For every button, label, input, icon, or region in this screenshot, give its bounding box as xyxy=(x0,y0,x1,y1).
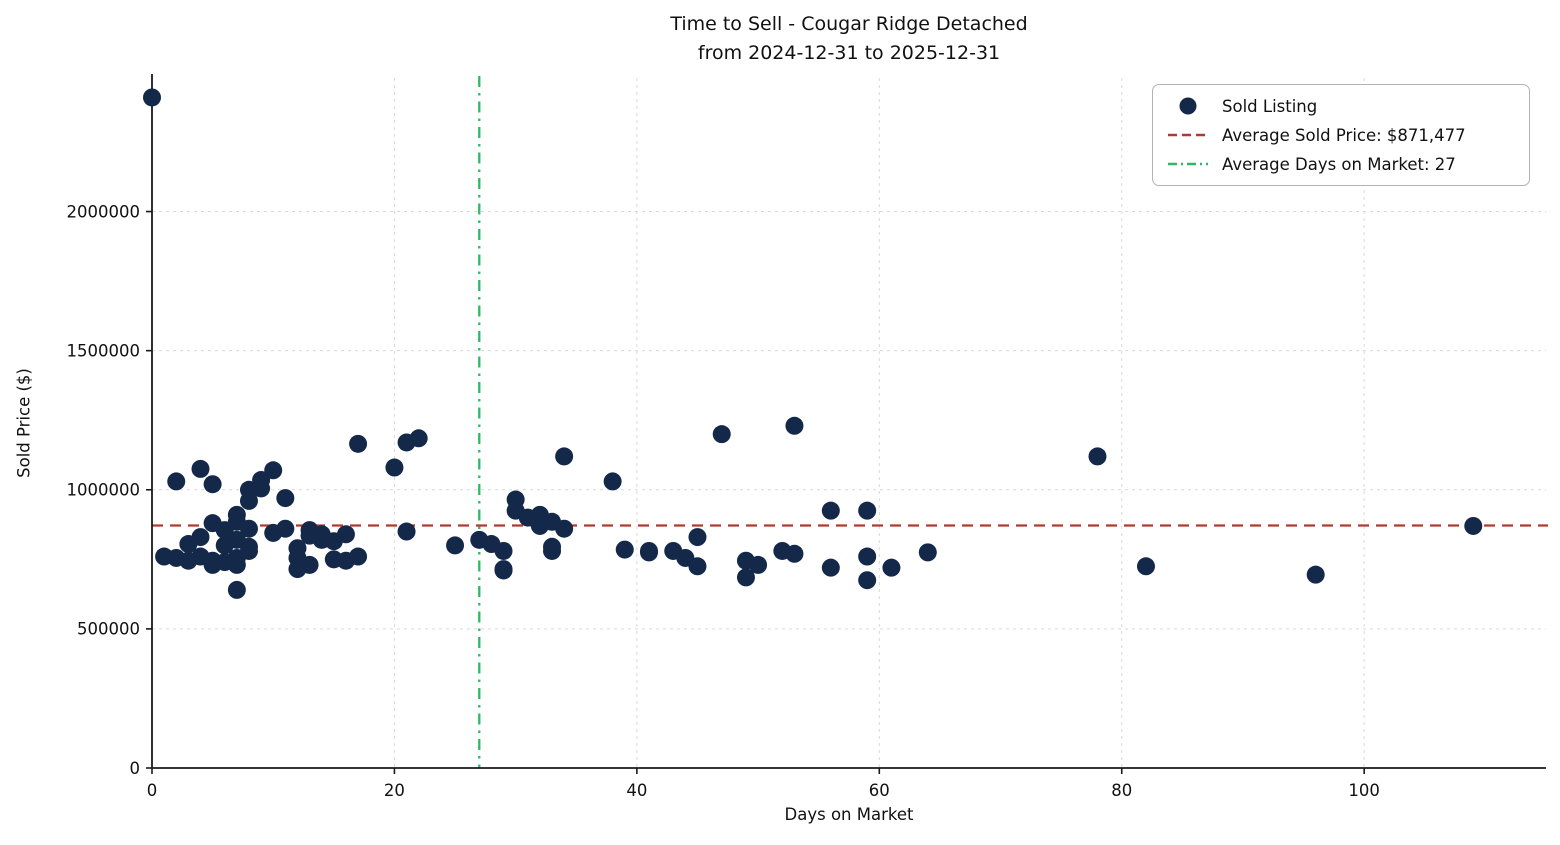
scatter-point xyxy=(785,416,804,435)
x-axis-label: Days on Market xyxy=(784,805,914,824)
scatter-point xyxy=(555,519,574,538)
legend-label: Sold Listing xyxy=(1222,96,1318,116)
scatter-point xyxy=(191,528,210,547)
x-tick-label: 80 xyxy=(1111,781,1132,800)
scatter-point xyxy=(821,501,840,520)
scatter-point xyxy=(385,458,404,477)
x-tick-label: 60 xyxy=(869,781,890,800)
scatter-point xyxy=(276,489,295,508)
y-tick-label: 2000000 xyxy=(67,202,141,221)
scatter-point xyxy=(397,522,416,541)
scatter-point xyxy=(1464,516,1483,535)
scatter-point xyxy=(336,525,355,544)
scatter-point xyxy=(1136,557,1155,576)
scatter-point xyxy=(603,472,622,491)
y-tick-label: 1000000 xyxy=(67,481,141,500)
scatter-point xyxy=(882,558,901,577)
x-tick-label: 0 xyxy=(147,781,158,800)
avg-days-dashdot-line-icon xyxy=(1167,154,1209,174)
avg-price-dashed-line-icon xyxy=(1167,125,1209,145)
scatter-point xyxy=(494,561,513,580)
legend-label: Average Sold Price: $871,477 xyxy=(1222,125,1466,145)
legend-item-sold-listing: Sold Listing xyxy=(1167,96,1515,116)
y-tick-label: 0 xyxy=(130,759,141,778)
scatter-point xyxy=(639,543,658,562)
scatter-point xyxy=(264,461,283,480)
scatter-point xyxy=(821,558,840,577)
scatter-point xyxy=(446,536,465,555)
legend-item-avg-price: Average Sold Price: $871,477 xyxy=(1167,125,1515,145)
scatter-point xyxy=(203,475,222,494)
scatter-point xyxy=(1306,565,1325,584)
scatter-point xyxy=(736,568,755,587)
scatter-point xyxy=(191,459,210,478)
scatter-point xyxy=(167,472,186,491)
legend-item-avg-days: Average Days on Market: 27 xyxy=(1167,154,1515,174)
scatter-point xyxy=(858,571,877,590)
scatter-point xyxy=(143,88,161,107)
x-tick-label: 40 xyxy=(626,781,647,800)
x-tick-label: 20 xyxy=(384,781,405,800)
chart-title-block: Time to Sell - Cougar Ridge Detached fro… xyxy=(152,10,1546,68)
scatter-point xyxy=(555,447,574,466)
sold-listing-dot-icon xyxy=(1167,96,1209,116)
scatter-point xyxy=(227,580,246,599)
scatter-point xyxy=(349,547,368,566)
chart-title: Time to Sell - Cougar Ridge Detached xyxy=(670,13,1028,35)
scatter-point xyxy=(349,434,368,453)
scatter-point xyxy=(543,541,562,560)
scatter-point xyxy=(688,528,707,547)
y-axis-label: Sold Price ($) xyxy=(14,368,34,478)
scatter-point xyxy=(1088,447,1107,466)
scatter-point xyxy=(858,547,877,566)
scatter-point xyxy=(252,479,271,498)
scatter-point xyxy=(749,555,768,574)
x-tick-label: 100 xyxy=(1348,781,1380,800)
scatter-point xyxy=(409,429,428,448)
legend: Sold Listing Average Sold Price: $871,47… xyxy=(1152,84,1530,186)
scatter-point xyxy=(615,540,634,559)
chart-subtitle: from 2024-12-31 to 2025-12-31 xyxy=(697,42,1001,64)
scatter-point xyxy=(239,519,258,538)
legend-label: Average Days on Market: 27 xyxy=(1222,154,1456,174)
scatter-point xyxy=(276,519,295,538)
scatter-point xyxy=(494,541,513,560)
scatter-point xyxy=(858,501,877,520)
scatter-point xyxy=(918,543,937,562)
scatter-point xyxy=(712,425,731,444)
scatter-point xyxy=(227,555,246,574)
scatter-point xyxy=(785,544,804,563)
scatter-point xyxy=(239,541,258,560)
scatter-point xyxy=(239,491,258,510)
y-tick-label: 1500000 xyxy=(67,341,141,360)
scatter-point xyxy=(688,557,707,576)
scatter-point xyxy=(300,555,319,574)
y-tick-label: 500000 xyxy=(77,620,140,639)
